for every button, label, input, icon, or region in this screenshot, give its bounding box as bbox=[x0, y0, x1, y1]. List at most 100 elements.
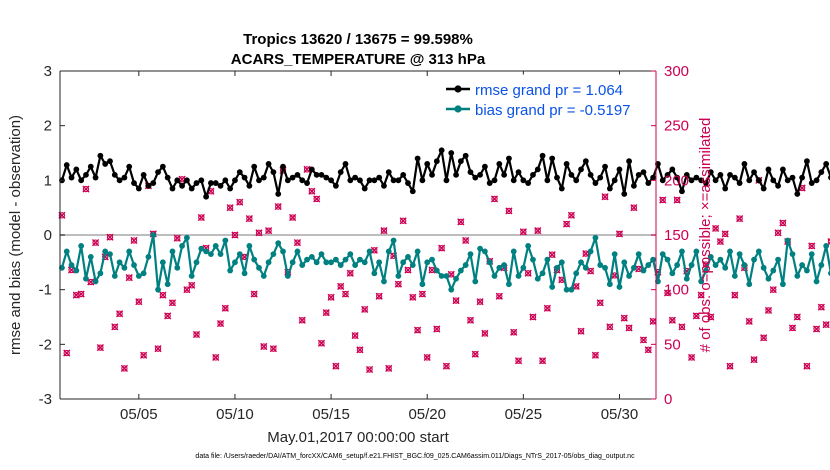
bias-point bbox=[640, 267, 647, 274]
obs-possible-marker bbox=[688, 354, 695, 361]
obs-count-point bbox=[793, 313, 801, 321]
obs-assimilated-marker bbox=[707, 313, 715, 321]
rmse-point bbox=[534, 166, 541, 173]
obs-assimilated-marker bbox=[788, 324, 797, 332]
obs-assimilated-marker bbox=[96, 344, 104, 352]
bias-point bbox=[236, 251, 243, 258]
bias-point bbox=[496, 264, 503, 271]
rmse-point bbox=[501, 171, 508, 178]
obs-possible-marker bbox=[212, 354, 219, 361]
obs-count-point bbox=[721, 230, 729, 238]
legend-bias-marker bbox=[454, 105, 462, 113]
obs-possible-marker bbox=[592, 352, 599, 359]
obs-possible-marker bbox=[404, 266, 412, 274]
bias-point bbox=[188, 273, 195, 279]
rmse-point bbox=[568, 171, 575, 178]
obs-possible-marker bbox=[294, 239, 301, 246]
obs-possible-marker bbox=[236, 199, 243, 206]
rmse-point bbox=[650, 174, 657, 181]
bias-point bbox=[102, 248, 109, 255]
bias-point bbox=[111, 273, 118, 279]
obs-possible-marker bbox=[573, 283, 580, 290]
y-tick-label-right: 100 bbox=[664, 282, 689, 299]
obs-assimilated-marker bbox=[812, 325, 821, 333]
bias-point bbox=[232, 259, 238, 266]
rmse-point bbox=[308, 166, 315, 173]
obs-assimilated-marker bbox=[192, 330, 201, 339]
obs-possible-marker bbox=[375, 293, 383, 300]
rmse-point bbox=[332, 182, 339, 189]
obs-assimilated-marker bbox=[130, 236, 138, 245]
obs-assimilated-marker bbox=[577, 327, 585, 335]
obs-count-point bbox=[346, 269, 354, 277]
bias-point bbox=[92, 278, 99, 285]
obs-count-point bbox=[414, 326, 422, 334]
obs-count-point bbox=[601, 193, 609, 201]
obs-possible-marker bbox=[510, 329, 517, 336]
bias-point bbox=[342, 256, 349, 263]
obs-possible-marker bbox=[270, 345, 277, 352]
obs-count-point bbox=[462, 236, 470, 245]
obs-possible-marker bbox=[130, 237, 138, 244]
y-tick-label-right: 300 bbox=[664, 63, 689, 80]
obs-possible-marker bbox=[736, 215, 743, 222]
rmse-point bbox=[376, 174, 383, 181]
obs-assimilated-marker bbox=[308, 187, 316, 195]
obs-assimilated-marker bbox=[567, 211, 576, 219]
obs-possible-marker bbox=[515, 357, 522, 364]
obs-count-point bbox=[764, 306, 773, 315]
bias-point bbox=[448, 286, 455, 293]
bias-point bbox=[179, 243, 185, 249]
rmse-point bbox=[467, 169, 474, 176]
obs-assimilated-marker bbox=[317, 339, 326, 347]
obs-count-point bbox=[519, 228, 527, 236]
rmse-point bbox=[97, 152, 104, 159]
obs-possible-marker bbox=[226, 204, 234, 211]
bias-point bbox=[131, 262, 137, 268]
obs-possible-marker bbox=[154, 345, 162, 352]
rmse-point bbox=[520, 177, 527, 184]
obs-count-point bbox=[96, 344, 104, 352]
bias-point bbox=[145, 253, 152, 260]
obs-count-point bbox=[135, 298, 143, 306]
bias-point bbox=[246, 243, 253, 249]
rmse-point bbox=[611, 177, 618, 184]
bias-point bbox=[679, 248, 685, 255]
bias-point bbox=[371, 270, 378, 277]
bias-point bbox=[462, 262, 469, 268]
obs-possible-marker bbox=[803, 363, 811, 370]
rmse-point bbox=[664, 171, 671, 178]
obs-assimilated-marker bbox=[178, 175, 186, 183]
y-ticks-left: -3 -2 -1 0 1 2 3 bbox=[39, 63, 65, 408]
bias-point bbox=[813, 278, 820, 285]
obs-assimilated-marker bbox=[341, 290, 350, 298]
rmse-point bbox=[135, 185, 142, 192]
obs-possible-marker bbox=[169, 299, 176, 306]
y-ticks-right: 0 50 100 150 200 250 300 bbox=[651, 63, 689, 408]
rmse-point bbox=[385, 169, 392, 176]
bias-point bbox=[256, 264, 262, 271]
bias-point bbox=[823, 243, 830, 249]
obs-assimilated-marker bbox=[293, 239, 302, 247]
bias-point bbox=[284, 273, 291, 279]
obs-possible-marker bbox=[563, 220, 570, 228]
obs-possible-marker bbox=[568, 212, 575, 219]
rmse-point bbox=[486, 180, 493, 186]
rmse-point bbox=[260, 174, 267, 181]
obs-assimilated-marker bbox=[601, 193, 609, 201]
rmse-point bbox=[496, 161, 503, 167]
obs-count-point bbox=[822, 321, 830, 329]
obs-assimilated-marker bbox=[712, 224, 720, 233]
bias-point bbox=[453, 275, 459, 282]
obs-possible-marker bbox=[366, 366, 373, 373]
obs-possible-marker bbox=[323, 309, 330, 316]
obs-count-point bbox=[226, 204, 234, 212]
obs-count-point bbox=[255, 229, 263, 237]
rmse-point bbox=[294, 171, 301, 178]
obs-assimilated-marker bbox=[87, 278, 95, 286]
obs-count-point bbox=[341, 290, 350, 298]
obs-assimilated-marker bbox=[375, 292, 383, 300]
obs-count-point bbox=[418, 290, 427, 298]
rmse-point bbox=[193, 180, 200, 186]
